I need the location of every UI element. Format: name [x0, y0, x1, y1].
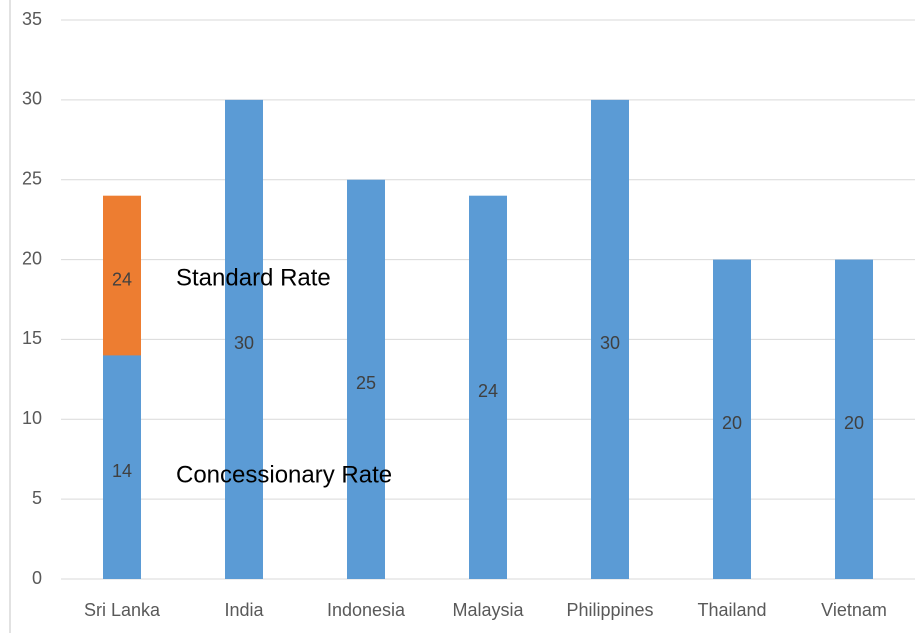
data-label: 30 — [600, 333, 620, 353]
annotation: Standard Rate — [176, 264, 331, 291]
x-tick-label: Sri Lanka — [84, 600, 161, 620]
data-label: 14 — [112, 461, 132, 481]
data-label: 30 — [234, 333, 254, 353]
x-tick-label: Malaysia — [452, 600, 524, 620]
y-tick-label: 5 — [32, 488, 42, 508]
y-tick-label: 20 — [22, 248, 42, 268]
data-label: 20 — [844, 413, 864, 433]
y-tick-label: 15 — [22, 328, 42, 348]
bar — [713, 259, 751, 579]
bar — [835, 259, 873, 579]
bar — [469, 195, 507, 579]
bar — [103, 355, 141, 579]
y-tick-label: 30 — [22, 89, 42, 109]
y-tick-label: 35 — [22, 9, 42, 29]
y-tick-label: 10 — [22, 408, 42, 428]
data-label: 24 — [112, 269, 132, 289]
x-tick-label: Philippines — [566, 600, 653, 620]
annotation: Concessionary Rate — [176, 461, 392, 488]
y-tick-label: 25 — [22, 168, 42, 188]
data-label: 20 — [722, 413, 742, 433]
x-tick-label: Thailand — [697, 600, 766, 620]
x-tick-label: India — [224, 600, 264, 620]
data-label: 24 — [478, 381, 498, 401]
data-label: 25 — [356, 373, 376, 393]
bar — [347, 179, 385, 579]
bar — [591, 99, 629, 579]
x-tick-label: Vietnam — [821, 600, 887, 620]
bar — [225, 99, 263, 579]
y-tick-label: 0 — [32, 568, 42, 588]
x-tick-label: Indonesia — [327, 600, 406, 620]
